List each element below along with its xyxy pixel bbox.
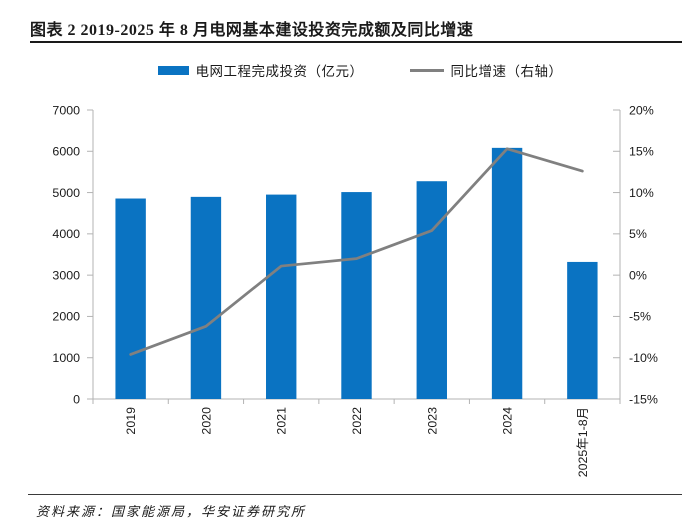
left-axis-label: 6000 <box>52 145 80 159</box>
line-series-swatch <box>409 68 444 72</box>
bar-2022 <box>341 192 372 399</box>
legend-item-bar: 电网工程完成投资（亿元） <box>157 60 364 80</box>
right-axis-label: 10% <box>629 186 654 200</box>
right-axis-label: -15% <box>629 392 658 406</box>
left-axis-label: 3000 <box>52 268 80 282</box>
left-axis-label: 4000 <box>52 227 80 241</box>
right-axis-label: 15% <box>629 145 654 159</box>
x-label-2024: 2024 <box>501 407 515 435</box>
x-label-2019: 2019 <box>124 407 138 435</box>
left-axis-label: 0 <box>73 392 80 406</box>
bar-2019 <box>115 198 146 399</box>
bar-series-label: 电网工程完成投资（亿元） <box>195 64 364 79</box>
chart-legend: 电网工程完成投资（亿元） 同比增速（右轴） <box>95 61 625 79</box>
source-text: 资料来源：国家能源局，华安证券研究所 <box>36 504 307 519</box>
yoy-growth-line <box>129 147 584 356</box>
line-series-label: 同比增速（右轴） <box>450 64 563 79</box>
x-label-2023: 2023 <box>425 407 439 435</box>
x-label-2022: 2022 <box>350 407 364 435</box>
bar-2021 <box>266 194 297 399</box>
bar-2025年1-8月 <box>567 261 598 399</box>
legend-item-line: 同比增速（右轴） <box>409 60 563 80</box>
left-axis-label: 7000 <box>52 103 80 117</box>
x-label-2025年1-8月: 2025年1-8月 <box>576 407 590 477</box>
right-axis-label: 5% <box>629 227 647 241</box>
left-axis-label: 1000 <box>52 351 80 365</box>
bar-2020 <box>190 196 222 399</box>
right-axis-label: -10% <box>629 351 658 365</box>
left-axis-label: 5000 <box>52 186 80 200</box>
bar-2023 <box>416 181 447 399</box>
x-label-2020: 2020 <box>199 407 213 435</box>
title-underline <box>30 41 682 43</box>
x-label-2021: 2021 <box>275 407 289 435</box>
right-axis-label: -5% <box>629 310 651 324</box>
right-axis-label: 20% <box>629 103 654 117</box>
right-axis-label: 0% <box>629 268 647 282</box>
bar-series-swatch <box>157 65 189 75</box>
figure-title: 图表 2 2019-2025 年 8 月电网基本建设投资完成额及同比增速 <box>30 22 474 39</box>
bar-2024 <box>491 147 523 399</box>
source-divider <box>28 494 682 495</box>
left-axis-label: 2000 <box>52 310 80 324</box>
